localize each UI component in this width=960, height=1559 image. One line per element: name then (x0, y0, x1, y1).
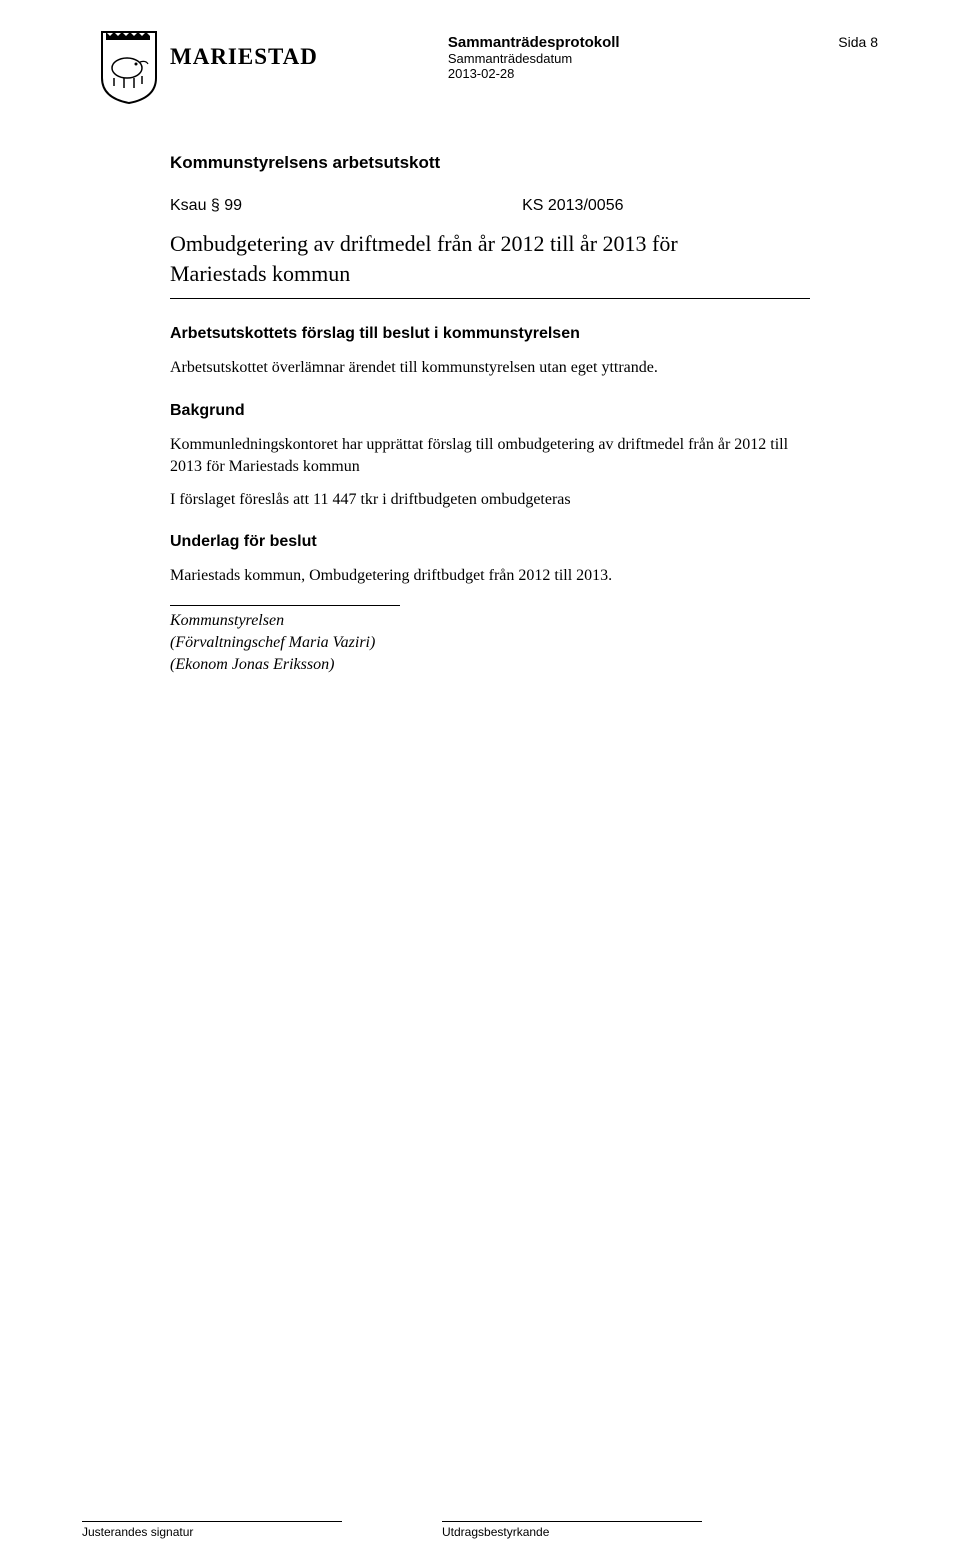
header-center: Sammanträdesprotokoll Sammanträdesdatum … (448, 34, 838, 81)
committee-name: Kommunstyrelsens arbetsutskott (170, 153, 838, 173)
page-number: Sida 8 (838, 34, 878, 50)
section2-body-1: Kommunledningskontoret har upprättat för… (170, 434, 810, 479)
title-rule (170, 298, 810, 299)
footer-certify-label: Utdragsbestyrkande (442, 1521, 702, 1539)
case-id: KS 2013/0056 (522, 197, 623, 215)
section2-body-2: I förslaget föreslås att 11 447 tkr i dr… (170, 489, 810, 511)
distribution-line-1: Kommunstyrelsen (170, 610, 838, 632)
distribution-rule (170, 605, 400, 606)
section3-heading: Underlag för beslut (170, 533, 838, 551)
footer: Justerandes signatur Utdragsbestyrkande (82, 1521, 878, 1539)
page: MARIESTAD Sammanträdesprotokoll Sammantr… (0, 0, 960, 1559)
distribution-line-3: (Ekonom Jonas Eriksson) (170, 654, 838, 676)
item-title: Ombudgetering av driftmedel från år 2012… (170, 229, 730, 288)
section1-heading: Arbetsutskottets förslag till beslut i k… (170, 325, 838, 343)
item-id: Ksau § 99 (170, 197, 242, 215)
content: Kommunstyrelsens arbetsutskott Ksau § 99… (170, 153, 838, 675)
brand-name: MARIESTAD (170, 44, 318, 70)
municipal-crest-icon (100, 30, 158, 105)
footer-signature-label: Justerandes signatur (82, 1521, 342, 1539)
meeting-date: 2013-02-28 (448, 66, 838, 81)
distribution-line-2: (Förvaltningschef Maria Vaziri) (170, 632, 838, 654)
item-row: Ksau § 99 KS 2013/0056 (170, 197, 838, 215)
section3-body: Mariestads kommun, Ombudgetering driftbu… (170, 565, 810, 587)
header: MARIESTAD Sammanträdesprotokoll Sammantr… (100, 30, 878, 105)
date-label: Sammanträdesdatum (448, 51, 838, 66)
protocol-title: Sammanträdesprotokoll (448, 34, 838, 51)
section2-heading: Bakgrund (170, 402, 838, 420)
section1-body: Arbetsutskottet överlämnar ärendet till … (170, 357, 810, 379)
